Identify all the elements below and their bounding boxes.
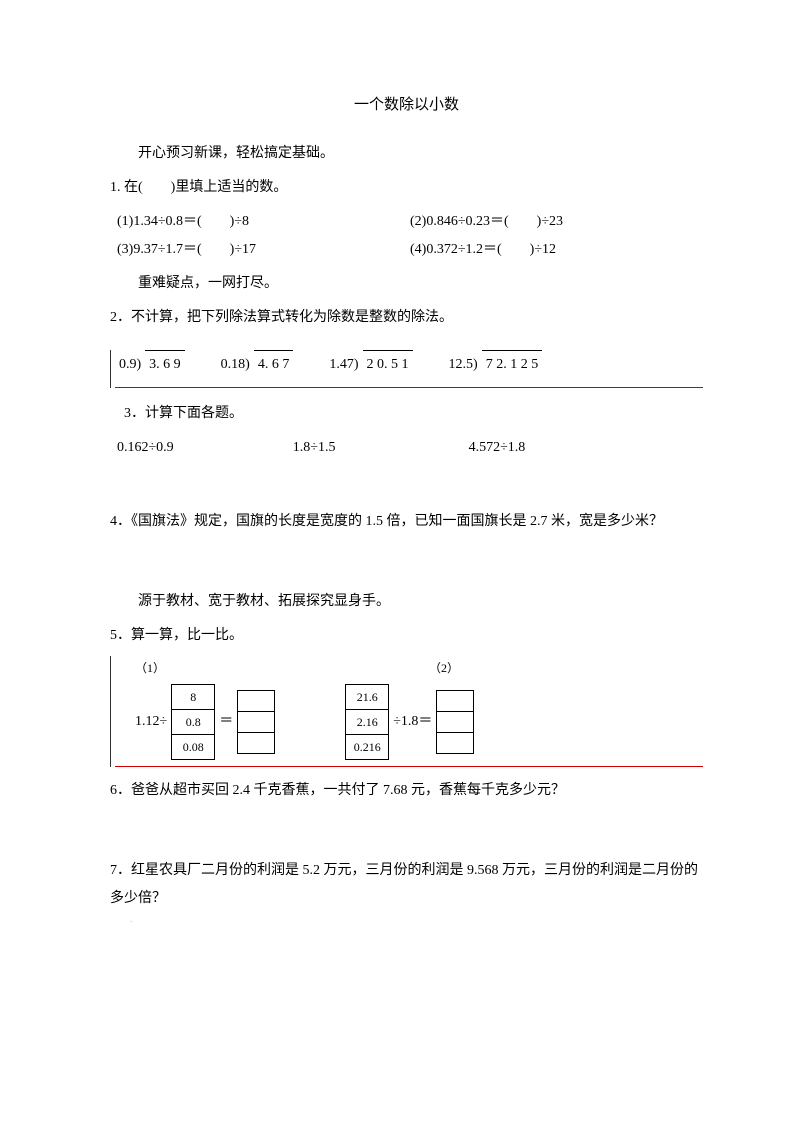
q4: 4．《国旗法》规定，国旗的长度是宽度的 1.5 倍，已知一面国旗长是 2.7 米… bbox=[110, 508, 703, 536]
tiny-mark: · bbox=[110, 919, 703, 926]
divider-red-2 bbox=[115, 766, 703, 767]
q5-g2-answers bbox=[436, 690, 474, 754]
q3-item-2: 1.8÷1.5 bbox=[293, 434, 469, 462]
q1-item-1: (1)1.34÷0.8＝( )÷8 bbox=[117, 208, 410, 236]
q5-g2-label: （2） bbox=[409, 656, 703, 680]
divisor-1: 0.9 bbox=[119, 351, 137, 379]
q5-g2-suffix: ÷1.8＝ bbox=[393, 708, 432, 736]
q7: 7．红星农具厂二月份的利润是 5.2 万元，三月份的利润是 9.568 万元，三… bbox=[110, 857, 703, 913]
divisor-2: 0.18 bbox=[221, 351, 246, 379]
q5-stem: 5．算一算，比一比。 bbox=[110, 622, 703, 650]
q5-g1-label: （1） bbox=[115, 656, 409, 680]
q5-g1-v1: 8 bbox=[172, 685, 215, 710]
intro-1: 开心预习新课，轻松搞定基础。 bbox=[110, 140, 703, 168]
q5-g2-v3: 0.216 bbox=[346, 735, 389, 760]
longdiv-1: 0.9)3. 6 9 bbox=[119, 350, 191, 379]
q5-row: 1.12÷ 8 0.8 0.08 ＝ 21.6 2.16 0.216 ÷1.8＝ bbox=[115, 684, 703, 760]
q3-item-1: 0.162÷0.9 bbox=[117, 434, 293, 462]
dividend-4: 7 2. 1 2 5 bbox=[482, 350, 543, 379]
divider-red-1 bbox=[115, 387, 703, 388]
divisor-4: 12.5 bbox=[449, 351, 474, 379]
dividend-3: 2 0. 5 1 bbox=[363, 350, 413, 379]
q6: 6．爸爸从超市买回 2.4 千克香蕉，一共付了 7.68 元，香蕉每千克多少元？ bbox=[110, 777, 703, 805]
q2-stem: 2．不计算，把下列除法算式转化为除数是整数的除法。 bbox=[110, 304, 703, 332]
q5-g2-values: 21.6 2.16 0.216 bbox=[345, 684, 389, 760]
q5-g1-eq: ＝ bbox=[219, 708, 233, 736]
q5-g2-v1: 21.6 bbox=[346, 685, 389, 710]
longdiv-4: 12.5)7 2. 1 2 5 bbox=[449, 350, 549, 379]
q1-item-2: (2)0.846÷0.23＝( )÷23 bbox=[410, 208, 703, 236]
q5-g2-v2: 2.16 bbox=[346, 710, 389, 735]
q5-group-1: 1.12÷ 8 0.8 0.08 ＝ bbox=[135, 684, 275, 760]
q3-item-3: 4.572÷1.8 bbox=[469, 434, 703, 462]
divisor-3: 1.47 bbox=[329, 351, 354, 379]
q1-item-3: (3)9.37÷1.7＝( )÷17 bbox=[117, 236, 410, 264]
q5-g1-answers bbox=[237, 690, 275, 754]
page-title: 一个数除以小数 bbox=[110, 90, 703, 120]
q5-group-2: 21.6 2.16 0.216 ÷1.8＝ bbox=[345, 684, 474, 760]
dividend-2: 4. 6 7 bbox=[254, 350, 294, 379]
q3-stem: 3．计算下面各题。 bbox=[110, 400, 703, 428]
longdiv-2: 0.18)4. 6 7 bbox=[221, 350, 300, 379]
section-3: 源于教材、宽于教材、拓展探究显身手。 bbox=[110, 588, 703, 616]
q5-g1-v2: 0.8 bbox=[172, 710, 215, 735]
q2-row: 0.9)3. 6 9 0.18)4. 6 7 1.47)2 0. 5 1 12.… bbox=[115, 350, 703, 379]
section-2: 重难疑点，一网打尽。 bbox=[110, 270, 703, 298]
longdiv-3: 1.47)2 0. 5 1 bbox=[329, 350, 418, 379]
q5-g1-prefix: 1.12÷ bbox=[135, 708, 167, 736]
q5-g1-v3: 0.08 bbox=[172, 735, 215, 760]
q1-item-4: (4)0.372÷1.2＝( )÷12 bbox=[410, 236, 703, 264]
dividend-1: 3. 6 9 bbox=[145, 350, 185, 379]
q5-g1-values: 8 0.8 0.08 bbox=[171, 684, 215, 760]
q1-stem: 1. 在( )里填上适当的数。 bbox=[110, 174, 703, 202]
